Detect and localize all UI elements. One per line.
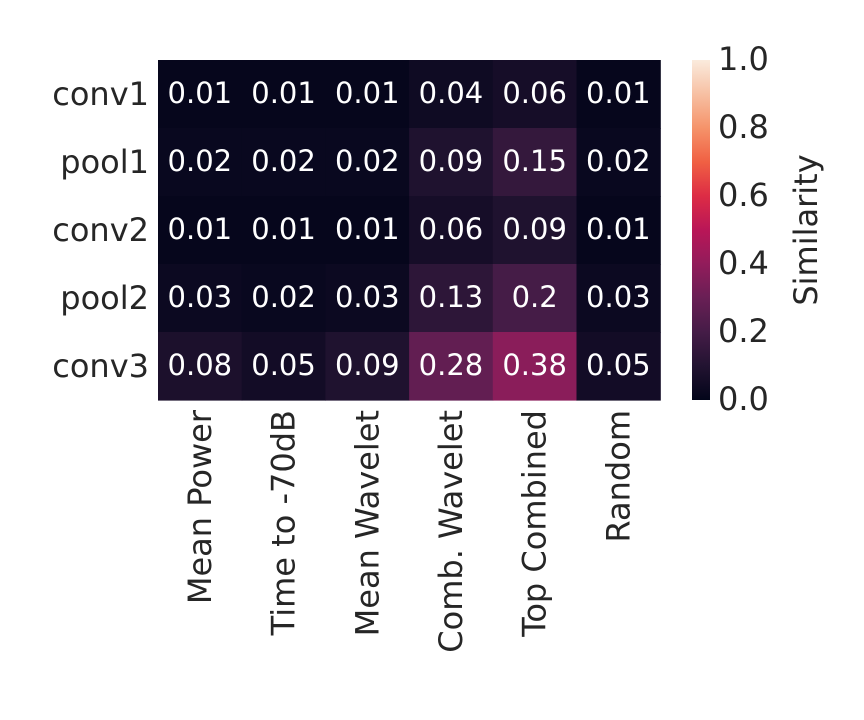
cell-value-label: 0.01 (586, 76, 651, 110)
heatmap-cells: 0.01 0.01 0.01 0.04 0.06 0.01 0.02 0.02 0.02 0.09… (158, 60, 661, 401)
cell-value-label: 0.03 (586, 280, 651, 314)
column-tick-labels: Mean Power Time to -70dB Mean Wavelet Comb.… (181, 409, 637, 653)
colorbar-gradient (692, 60, 710, 400)
heatmap-cell (325, 60, 410, 129)
row-tick-labels: conv1 pool1 conv2 pool2 conv3 (52, 75, 149, 385)
cell-value-label: 0.01 (335, 76, 400, 110)
row-label: pool2 (60, 279, 149, 317)
colorbar-label: Similarity (787, 154, 825, 305)
row-label: conv1 (52, 75, 149, 113)
heatmap-cell (409, 332, 494, 401)
colorbar-tick-label: 0.4 (718, 244, 769, 282)
heatmap-cell (158, 60, 243, 129)
cell-value-label: 0.05 (251, 348, 316, 382)
heatmap-cell (492, 128, 578, 197)
cell-value-label: 0.02 (251, 144, 316, 178)
column-label: Top Combined (516, 410, 554, 638)
column-label: Mean Power (181, 409, 219, 604)
cell-value-label: 0.15 (502, 144, 567, 178)
heatmap-cell (492, 196, 578, 265)
heatmap-cell (409, 128, 494, 197)
heatmap-cell (241, 264, 326, 333)
cell-value-label: 0.01 (168, 212, 233, 246)
cell-value-label: 0.01 (168, 76, 233, 110)
cell-value-label: 0.13 (419, 280, 484, 314)
cell-value-label: 0.01 (335, 212, 400, 246)
heatmap-cell (409, 264, 494, 333)
cell-value-label: 0.01 (586, 212, 651, 246)
cell-value-label: 0.28 (419, 348, 484, 382)
colorbar-tick-labels: 0.0 0.2 0.4 0.6 0.8 1.0 (718, 40, 769, 418)
heatmap-cell (576, 264, 661, 333)
cell-value-label: 0.06 (502, 76, 567, 110)
heatmap-cell (576, 60, 661, 129)
cell-value-label: 0.02 (251, 280, 316, 314)
column-label: Comb. Wavelet (432, 410, 470, 653)
heatmap-cell (492, 60, 578, 129)
colorbar-tick-label: 0.2 (718, 312, 769, 350)
heatmap-cell (325, 264, 410, 333)
cell-value-label: 0.08 (168, 348, 233, 382)
colorbar: 0.0 0.2 0.4 0.6 0.8 1.0 Similarity (692, 40, 825, 418)
heatmap-cell (158, 264, 243, 333)
row-label: conv3 (52, 347, 149, 385)
column-label: Time to -70dB (265, 410, 303, 636)
heatmap-cell (325, 128, 410, 197)
heatmap-cell (409, 196, 494, 265)
heatmap-cell (158, 128, 243, 197)
heatmap-cell (576, 196, 661, 265)
heatmap-cell (241, 332, 326, 401)
heatmap-cell (492, 332, 578, 401)
row-label: pool1 (60, 143, 149, 181)
heatmap-cell (158, 196, 243, 265)
heatmap-cell (576, 332, 661, 401)
cell-value-label: 0.09 (419, 144, 484, 178)
heatmap-cell (325, 196, 410, 265)
heatmap-cell (325, 332, 410, 401)
heatmap-cell (241, 128, 326, 197)
cell-value-label: 0.03 (335, 280, 400, 314)
colorbar-tick-label: 0.6 (718, 176, 769, 214)
cell-value-label: 0.06 (419, 212, 484, 246)
cell-value-label: 0.01 (251, 212, 316, 246)
heatmap-cell (492, 264, 578, 333)
column-label: Random (599, 410, 637, 542)
colorbar-tick-label: 0.8 (718, 108, 769, 146)
cell-value-label: 0.05 (586, 348, 651, 382)
heatmap-cell (409, 60, 494, 129)
heatmap-cell (576, 128, 661, 197)
cell-value-label: 0.04 (419, 76, 484, 110)
cell-value-label: 0.09 (502, 212, 567, 246)
cell-value-label: 0.2 (512, 280, 558, 314)
colorbar-tick-label: 0.0 (718, 380, 769, 418)
cell-value-label: 0.02 (335, 144, 400, 178)
heatmap-cell (241, 60, 326, 129)
column-label: Mean Wavelet (348, 410, 386, 636)
cell-value-label: 0.09 (335, 348, 400, 382)
cell-value-label: 0.02 (586, 144, 651, 178)
heatmap-cell (241, 196, 326, 265)
cell-value-label: 0.38 (502, 348, 567, 382)
row-label: conv2 (52, 211, 149, 249)
cell-value-label: 0.01 (251, 76, 316, 110)
cell-value-label: 0.03 (168, 280, 233, 314)
heatmap-cell (158, 332, 243, 401)
cell-value-label: 0.02 (168, 144, 233, 178)
colorbar-tick-label: 1.0 (718, 40, 769, 78)
